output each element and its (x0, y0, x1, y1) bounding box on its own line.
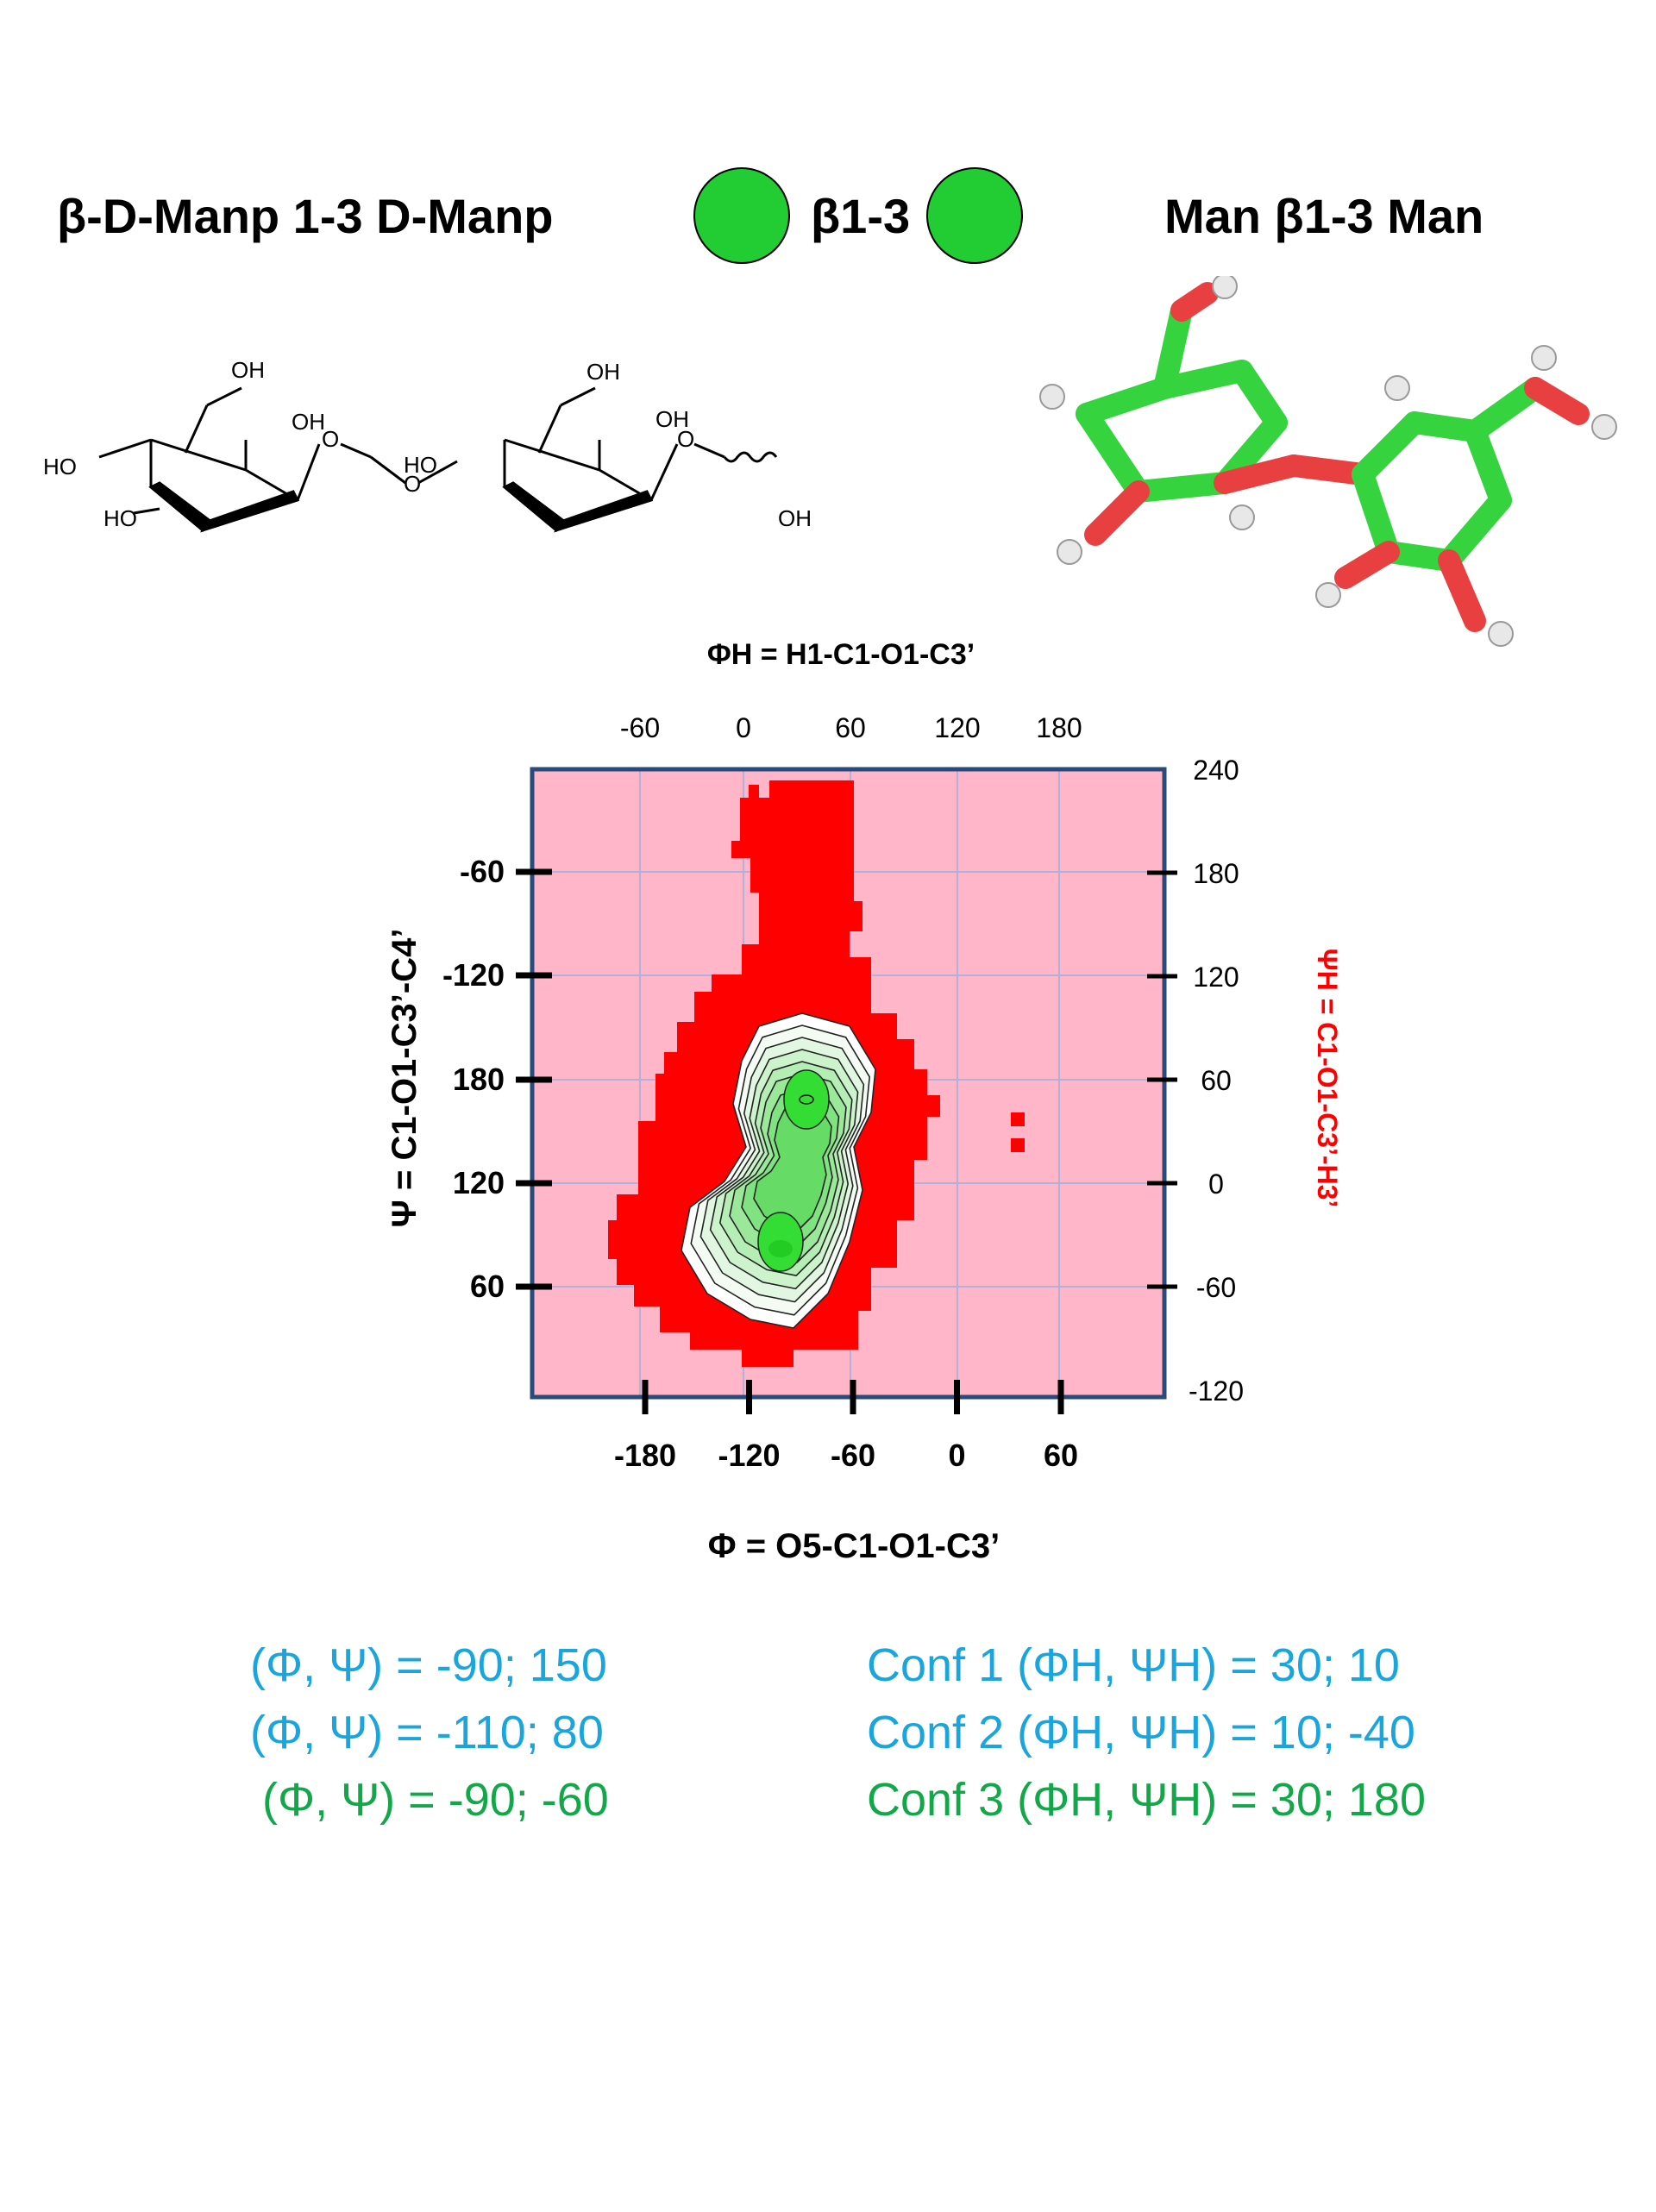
plot-area (530, 767, 1167, 1400)
energy-contour (681, 1012, 876, 1329)
molecule-3d-model (1039, 276, 1617, 647)
y-axis-title: Ψ = C1-O1-C3’-C4’ (386, 929, 423, 1228)
y-tick-label: -120 (442, 957, 505, 993)
x2-tick-label: -60 (620, 712, 660, 743)
ho-label: HO (104, 505, 137, 531)
y-tick-label: -60 (460, 854, 505, 889)
snfg-symbol-group (693, 167, 1023, 264)
x2-tick-label: 120 (934, 712, 980, 743)
energy-contours (681, 1012, 876, 1329)
conformer-list-right: Conf 1 (ΦH, ΨH) = 30; 10 Conf 2 (ΦH, ΨH)… (867, 1639, 1426, 1840)
x2-tick-label: 60 (835, 712, 866, 743)
y-tick-label: 180 (453, 1062, 505, 1097)
y2-tick-label: 240 (1193, 755, 1239, 786)
linkage-label: β1-3 (811, 189, 911, 243)
o-label: O (404, 471, 421, 497)
oh-label: OH (778, 505, 812, 531)
allowed-region-shape (608, 780, 940, 1367)
x-tick-label: 0 (948, 1438, 965, 1473)
plot-background (532, 769, 1164, 1397)
x-axis-title: Φ = O5-C1-O1-C3’ (708, 1527, 1000, 1565)
oh-label: OH (231, 357, 265, 383)
ho-label: HO (404, 452, 437, 478)
grid-lines (532, 769, 1164, 1397)
energy-minimum-core (768, 1240, 793, 1257)
y2-tick-label: -60 (1196, 1272, 1236, 1303)
conformer-line: Conf 2 (ΦH, ΨH) = 10; -40 (867, 1707, 1415, 1758)
plot-frame (530, 767, 1167, 1400)
x-tick-label: -120 (718, 1438, 780, 1473)
energy-minimum (783, 1069, 830, 1130)
y-tick-label: 120 (453, 1165, 505, 1200)
x-tick-label: -60 (831, 1438, 875, 1473)
chemical-structure: OH OH HO HO O OH OH HO O O OH (43, 357, 812, 533)
y2-tick-label: 60 (1201, 1065, 1232, 1096)
y2-axis-title: ΨH = C1-O1-C3’-H3’ (1312, 949, 1343, 1208)
energy-minimum-core (799, 1094, 814, 1105)
energy-contour (729, 1073, 847, 1263)
energy-contour (741, 1087, 840, 1247)
allowed-region (608, 780, 1025, 1367)
ho-label: HO (43, 454, 77, 479)
oh-label: OH (292, 409, 325, 435)
axis-ticks (516, 868, 1177, 1414)
x-tick-label: -180 (614, 1438, 676, 1473)
energy-contour (699, 1037, 865, 1303)
x2-tick-label: 180 (1036, 712, 1082, 743)
oh-label: OH (656, 406, 689, 432)
mannose-symbol-left (693, 167, 790, 264)
conformer-list-left: (Φ, Ψ) = -90; 150 (Φ, Ψ) = -110; 80 (Φ, … (250, 1639, 609, 1840)
conformer-line: (Φ, Ψ) = -110; 80 (250, 1707, 604, 1758)
y2-tick-label: 180 (1193, 858, 1239, 889)
mannose-symbol-right (926, 167, 1023, 264)
x-tick-label: 60 (1044, 1438, 1078, 1473)
o-label: O (677, 426, 694, 452)
energy-contour (709, 1049, 859, 1290)
oh-label: OH (586, 359, 620, 385)
conformer-line: Conf 3 (ΦH, ΨH) = 30; 180 (867, 1774, 1426, 1826)
o-label: O (322, 426, 339, 452)
y-tick-label: 60 (470, 1269, 505, 1304)
conformer-line: (Φ, Ψ) = -90; -60 (262, 1774, 609, 1826)
y2-tick-label: -120 (1189, 1375, 1244, 1407)
energy-contour (753, 1103, 832, 1231)
shorthand-name: Man β1-3 Man (1164, 189, 1484, 243)
tick-labels: -180 -120 -60 0 60 -60 -120 180 120 60 -60 0 60 120 18… (442, 712, 1244, 1473)
allowed-region-dot (1011, 1138, 1025, 1152)
y2-tick-label: 120 (1193, 962, 1239, 993)
energy-contour (718, 1061, 853, 1276)
x2-tick-label: 0 (736, 712, 751, 743)
allowed-region-dot (1011, 1112, 1025, 1126)
energy-minimum (757, 1212, 804, 1272)
top-axis-title: ΦH = H1-C1-O1-C3’ (707, 638, 975, 671)
energy-contour (690, 1025, 871, 1316)
y2-tick-label: 0 (1208, 1169, 1224, 1200)
conformer-line: (Φ, Ψ) = -90; 150 (250, 1639, 607, 1691)
conformer-line: Conf 1 (ΦH, ΨH) = 30; 10 (867, 1639, 1400, 1691)
disaccharide-name: β-D-Manp 1-3 D-Manp (57, 189, 554, 243)
